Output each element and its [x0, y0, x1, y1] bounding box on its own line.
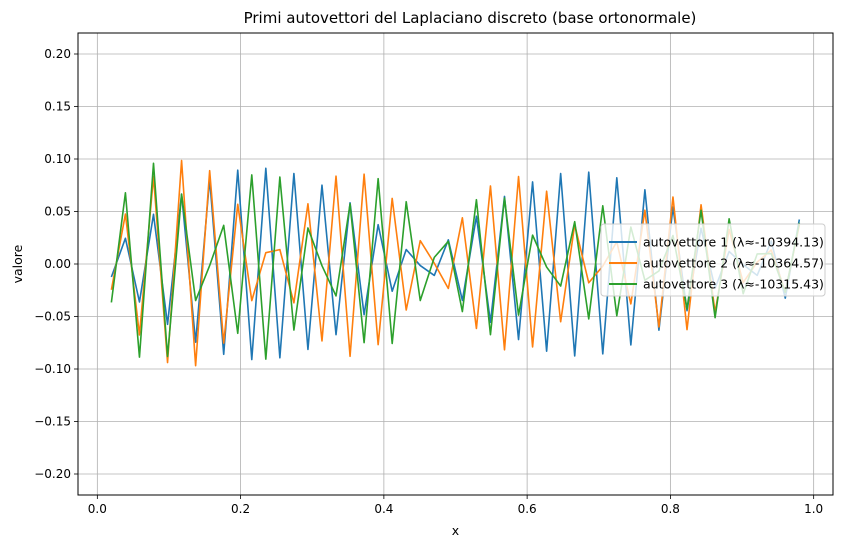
y-tick-label: 0.00 — [44, 257, 71, 271]
legend-box — [600, 223, 826, 297]
legend: autovettore 1 (λ≈-10394.13) autovettore … — [600, 223, 826, 297]
series-line-3 — [110, 162, 801, 360]
legend-label-3: autovettore 3 (λ≈-10315.43) — [643, 277, 824, 292]
y-tick-label: 0.20 — [44, 47, 71, 61]
x-tick-label: 1.0 — [804, 502, 823, 516]
legend-label-1: autovettore 1 (λ≈-10394.13) — [643, 235, 824, 250]
y-tick-label: −0.15 — [34, 415, 71, 429]
y-tick-label: −0.05 — [34, 310, 71, 324]
y-tick-label: −0.10 — [34, 362, 71, 376]
y-axis-label: valore — [10, 244, 25, 283]
x-tick-label: 0.6 — [518, 502, 537, 516]
y-tick-label: −0.20 — [34, 467, 71, 481]
series-line-2 — [110, 159, 801, 367]
y-tick-label: 0.15 — [44, 100, 71, 114]
x-tick-label: 0.4 — [374, 502, 393, 516]
axis-ticks: 0.0 0.2 0.4 0.6 0.8 1.0 0.20 0.15 0.10 0.05 0.00 −0… — [34, 47, 823, 516]
x-axis-label: x — [452, 523, 459, 538]
x-tick-label: 0.0 — [88, 502, 107, 516]
x-tick-label: 0.2 — [231, 502, 250, 516]
x-tick-label: 0.8 — [661, 502, 680, 516]
legend-label-2: autovettore 2 (λ≈-10364.57) — [643, 256, 824, 271]
y-tick-label: 0.05 — [44, 205, 71, 219]
chart-title: Primi autovettori del Laplaciano discret… — [244, 9, 697, 27]
y-tick-label: 0.10 — [44, 152, 71, 166]
